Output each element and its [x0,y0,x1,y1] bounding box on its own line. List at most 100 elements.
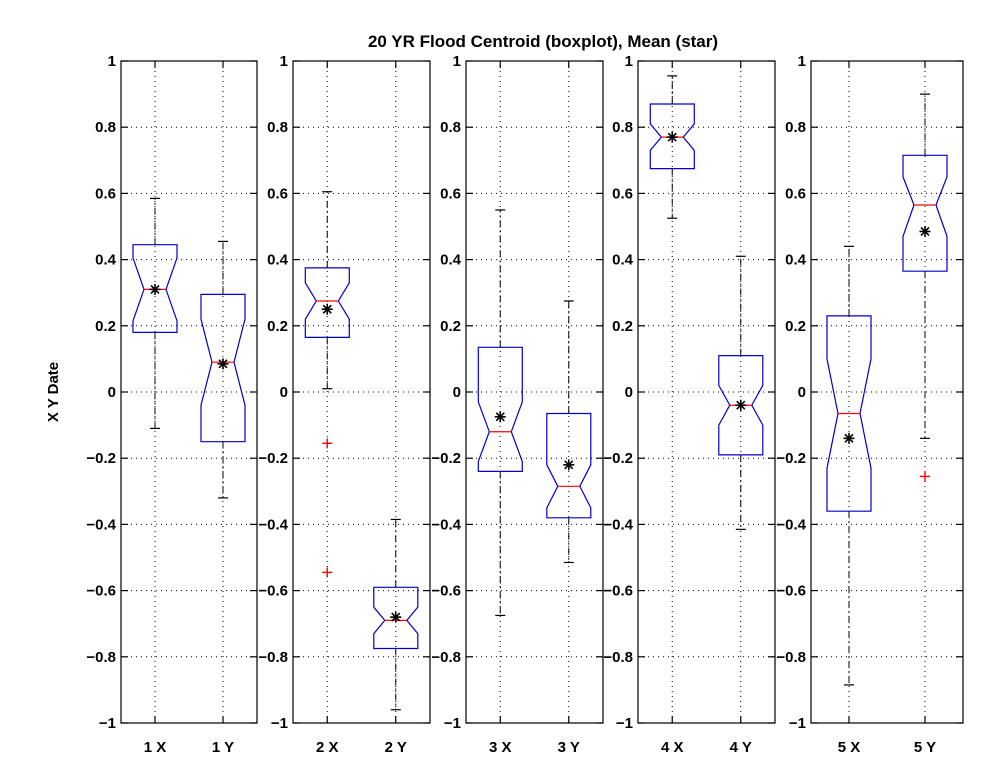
y-tick-label: −1 [444,715,461,732]
x-category-label: 5 X [838,739,861,756]
mean-star-stroke [495,412,505,422]
y-tick-label: −0.6 [86,583,116,600]
box-5y [902,93,948,482]
notched-box [718,355,764,456]
y-tick-label: −0.8 [603,649,633,666]
notched-box [304,267,350,338]
notched-box [546,412,592,519]
y-tick-label: 0 [280,384,288,401]
panel-1: −1 −0.8 −0.6 −0.4 −0.2 0 0.2 0.4 0.6 0.8 1 1 X 1 Y [86,53,258,756]
mean-star [390,611,402,623]
y-tick-label: −0.4 [603,516,633,533]
y-tick-label: 0.2 [267,318,288,335]
y-tick-label: 0.8 [785,119,806,136]
mean-star-stroke [322,304,332,314]
y-tick-label: 1 [625,53,633,70]
y-tick-label: 0 [108,384,116,401]
chart-title: 20 YR Flood Centroid (boxplot), Mean (st… [368,32,718,51]
box-2y [373,518,419,711]
y-tick-label: −0.4 [431,516,461,533]
box-2x [304,191,350,578]
mean-star-stroke [920,226,930,237]
mean-star [494,411,506,423]
box-1x [132,197,178,430]
notched-box [649,103,695,170]
y-tick-label: 1 [453,53,461,70]
y-axis-label: X Y Date [45,362,62,422]
y-tick-label: −0.4 [86,516,116,533]
y-tick-label: −1 [99,715,116,732]
panel-4: −1 −0.8 −0.6 −0.4 −0.2 0 0.2 0.4 0.6 0.8 1 4 X 4 Y [603,53,776,756]
mean-star [217,358,229,370]
y-tick-label: 0 [798,384,806,401]
mean-star-stroke [150,284,160,294]
y-tick-label: 0.6 [785,185,806,202]
y-tick-label: 0 [453,384,461,401]
box-4x [649,75,695,219]
box-3x [477,209,523,617]
y-tick-label: −0.6 [776,583,806,600]
x-category-label: 2 Y [385,739,407,756]
panel-5: −1 −0.8 −0.6 −0.4 −0.2 0 0.2 0.4 0.6 0.8 1 5 X 5 Y [776,53,964,756]
box-1y [200,240,246,499]
y-tick-label: 0.4 [267,252,289,269]
y-tick-label: 0.8 [612,119,633,136]
y-tick-label: 0.4 [785,252,807,269]
y-tick-label: −0.6 [258,583,288,600]
y-tick-label: −0.2 [258,450,288,467]
mean-star [321,303,333,315]
x-category-label: 1 Y [212,739,234,756]
mean-star-stroke [564,460,574,470]
y-tick-label: −0.8 [258,649,288,666]
mean-star [735,399,747,411]
y-tick-label: 0.4 [612,252,634,269]
y-tick-label: −0.6 [603,583,633,600]
panel-2: −1 −0.8 −0.6 −0.4 −0.2 0 0.2 0.4 0.6 0.8 1 2 X 2 Y [258,53,431,756]
notched-box [132,244,178,333]
mean-star [563,459,575,471]
x-category-label: 3 X [489,739,512,756]
box-3y [546,300,592,564]
y-tick-label: 0.4 [440,252,462,269]
mean-star [843,432,855,444]
notched-box [902,154,948,272]
y-tick-label: 0.2 [440,318,461,335]
y-tick-label: −0.2 [776,450,806,467]
y-tick-label: 0.2 [612,318,633,335]
y-tick-label: 0.8 [95,119,116,136]
x-category-label: 1 X [144,739,167,756]
y-tick-label: 0.6 [267,185,288,202]
x-category-label: 3 Y [558,739,580,756]
y-tick-label: 0.8 [267,119,288,136]
panels-group: −1 −0.8 −0.6 −0.4 −0.2 0 0.2 0.4 0.6 0.8 1 1 X 1 Y −1… [86,53,964,756]
y-tick-label: 0.6 [95,185,116,202]
y-tick-label: −0.2 [603,450,633,467]
y-tick-label: −0.8 [431,649,461,666]
y-tick-label: 0.6 [612,185,633,202]
y-tick-label: −0.4 [258,516,288,533]
mean-star-stroke [736,400,746,410]
x-category-label: 2 X [316,739,339,756]
y-tick-label: −0.6 [431,583,461,600]
notched-box [477,346,523,472]
y-tick-label: 1 [280,53,288,70]
mean-star-stroke [844,433,854,443]
mean-star-stroke [218,359,228,369]
y-tick-label: 0.8 [440,119,461,136]
y-tick-label: −0.4 [776,516,806,533]
x-category-label: 4 Y [730,739,752,756]
y-tick-label: 1 [108,53,116,70]
y-tick-label: −0.2 [86,450,116,467]
y-tick-label: 0.4 [95,252,117,269]
outlier-marker [322,438,333,449]
y-tick-label: −1 [616,715,633,732]
mean-star [919,225,931,237]
notched-box [373,586,419,650]
y-tick-label: −1 [271,715,288,732]
box-5x [826,245,872,686]
outlier-marker [920,471,930,482]
y-tick-label: −0.8 [86,649,116,666]
x-category-label: 5 Y [914,739,936,756]
mean-star [149,283,161,295]
